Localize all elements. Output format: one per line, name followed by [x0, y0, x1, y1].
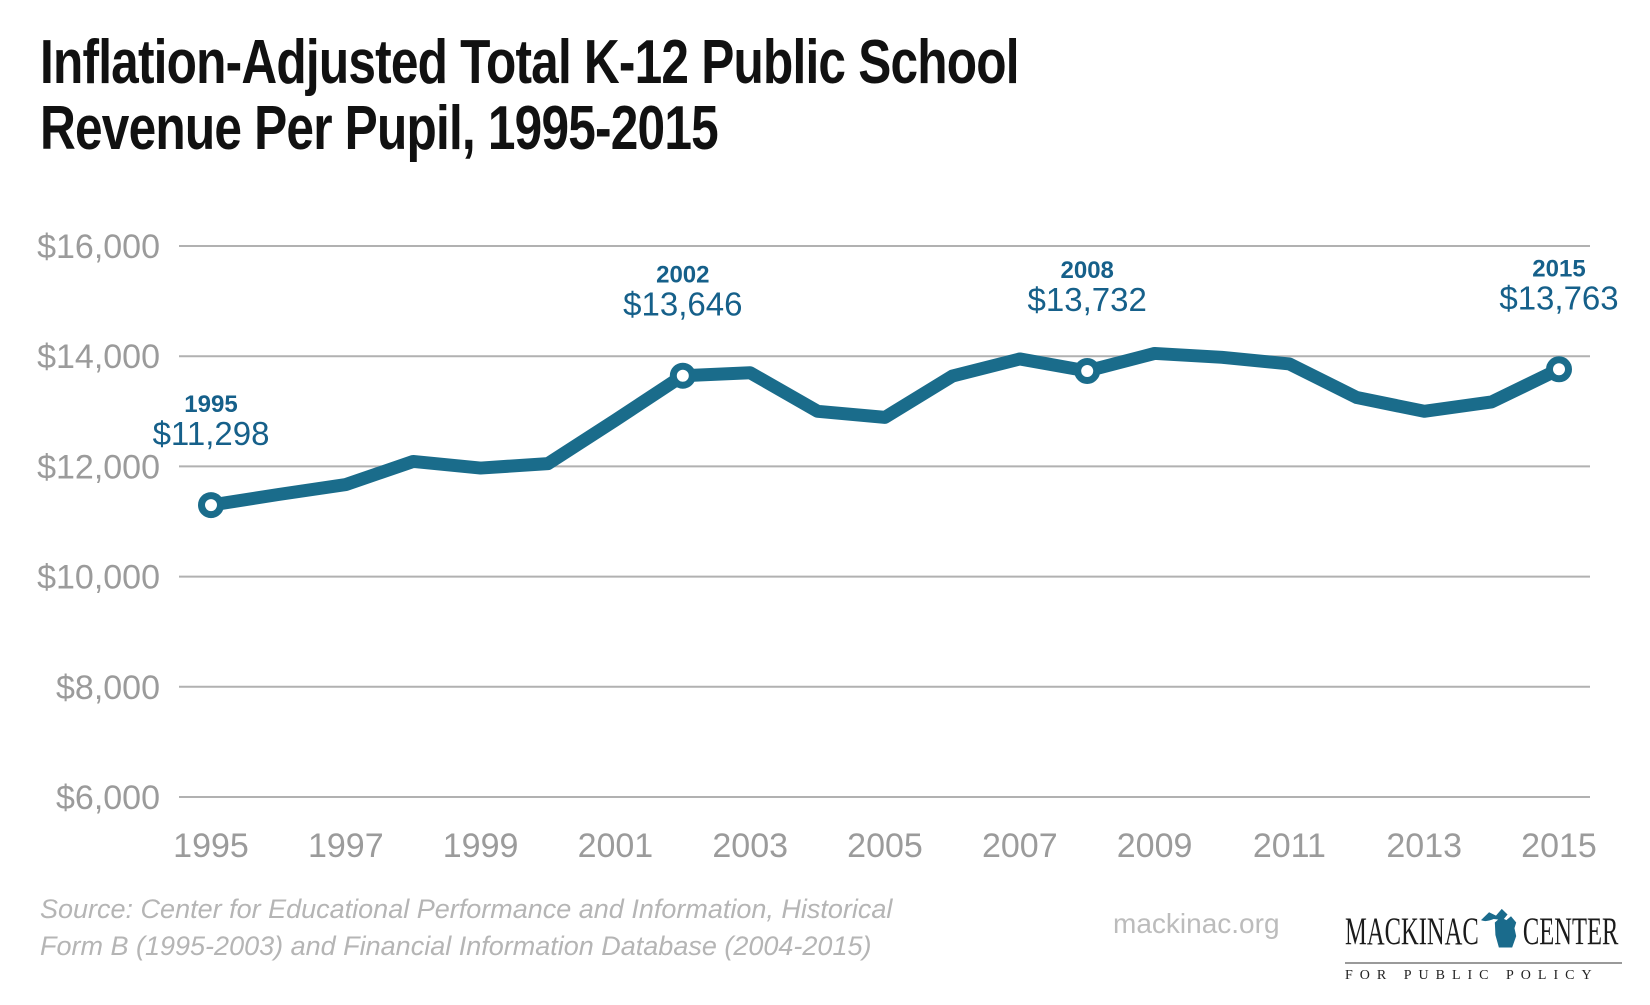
- marker-1995: [198, 492, 224, 519]
- logo-divider: [1345, 962, 1622, 964]
- revenue-line: [204, 346, 1566, 512]
- x-tick-label-2007: 2007: [982, 827, 1058, 865]
- y-tick-label-16000: $16,000: [37, 228, 160, 266]
- x-tick-label-2003: 2003: [712, 827, 788, 865]
- x-tick-label-1999: 1999: [443, 827, 519, 865]
- annotation-year-2002: 2002: [656, 262, 709, 289]
- x-tick-label-2009: 2009: [1117, 827, 1193, 865]
- michigan-lower-peninsula: [1495, 916, 1517, 948]
- y-tick-label-8000: $8,000: [56, 669, 160, 707]
- mackinac-center-logo: MACKINAC CENTER FOR PUBLIC POLICY: [1345, 902, 1622, 984]
- source-line2: Form B (1995-2003) and Financial Informa…: [40, 931, 872, 961]
- y-tick-label-12000: $12,000: [37, 448, 160, 486]
- annotation-value-2008: $13,732: [1028, 281, 1147, 318]
- logo-tagline: FOR PUBLIC POLICY: [1345, 968, 1599, 983]
- annotation-year-2008: 2008: [1061, 257, 1114, 284]
- logo-word-mackinac: MACKINAC: [1345, 910, 1479, 953]
- website-url: mackinac.org: [1113, 908, 1280, 939]
- annotation-value-1995: $11,298: [153, 415, 270, 452]
- annotation-year-1995: 1995: [184, 391, 237, 418]
- y-tick-label-10000: $10,000: [37, 559, 160, 597]
- logo-wordmark: MACKINAC CENTER: [1345, 902, 1622, 960]
- chart-title-line2: Revenue Per Pupil, 1995-2015: [40, 94, 719, 163]
- marker-2015: [1546, 356, 1572, 383]
- x-tick-label-2005: 2005: [847, 827, 923, 865]
- michigan-icon: [1480, 902, 1522, 960]
- marker-2008: [1074, 357, 1101, 384]
- x-tick-label-1995: 1995: [173, 827, 249, 865]
- source-note: Source: Center for Educational Performan…: [40, 891, 892, 965]
- marker-2002: [669, 362, 696, 389]
- chart-title: Inflation-Adjusted Total K-12 Public Sch…: [40, 28, 1020, 163]
- x-tick-label-2015: 2015: [1521, 827, 1597, 865]
- chart-title-line1: Inflation-Adjusted Total K-12 Public Sch…: [40, 28, 1020, 97]
- x-tick-label-1997: 1997: [308, 827, 384, 865]
- y-tick-label-14000: $14,000: [37, 338, 160, 376]
- x-tick-label-2001: 2001: [578, 827, 654, 865]
- logo-word-center: CENTER: [1522, 910, 1619, 953]
- source-line1: Source: Center for Educational Performan…: [40, 894, 893, 924]
- x-tick-label-2011: 2011: [1253, 827, 1326, 865]
- y-tick-label-6000: $6,000: [56, 779, 160, 817]
- annotation-year-2015: 2015: [1532, 255, 1585, 282]
- x-tick-label-2013: 2013: [1386, 827, 1462, 865]
- annotation-value-2002: $13,646: [623, 286, 742, 323]
- annotation-value-2015: $13,763: [1499, 279, 1618, 316]
